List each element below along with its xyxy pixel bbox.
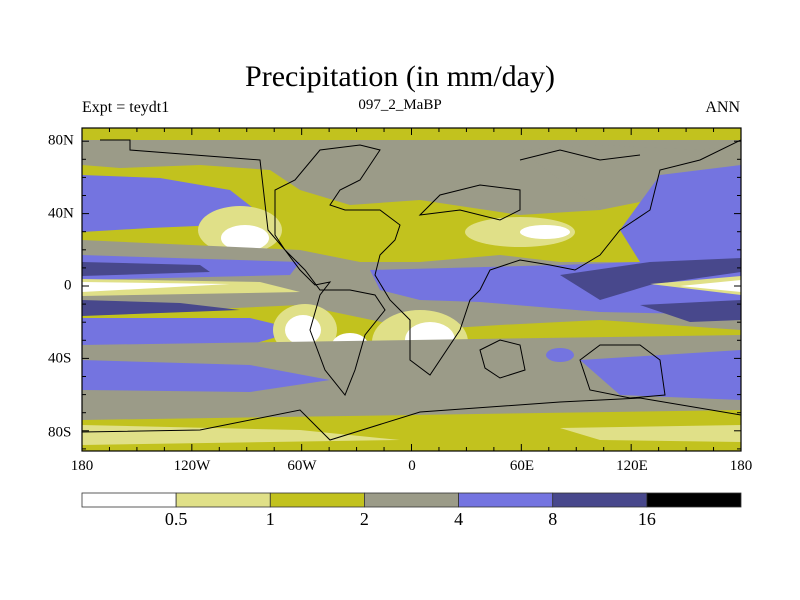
colorbar-label: 1	[265, 509, 275, 529]
contour-field	[82, 128, 741, 451]
y-tick-label: 80N	[48, 132, 74, 149]
colorbar-box	[364, 492, 459, 508]
x-tick-label: 120E	[616, 458, 648, 474]
case-label: 097_2_MaBP	[358, 97, 442, 113]
x-tick-label: 120W	[173, 458, 211, 474]
colorbar-label: 16	[637, 509, 656, 529]
colorbar-box	[552, 492, 648, 508]
x-tick-label: 180	[729, 458, 753, 474]
y-tick-label: 40S	[48, 350, 72, 367]
x-tick-label: 60E	[509, 458, 535, 474]
colorbar-box	[646, 492, 742, 508]
colorbar-box	[269, 492, 365, 508]
y-tick-label: 0	[64, 277, 72, 294]
colorbar-label: 8	[548, 509, 558, 529]
colorbar-box	[458, 492, 554, 508]
colorbar-box	[175, 492, 271, 508]
colorbar-label: 4	[454, 509, 464, 529]
x-tick-label: 0	[408, 458, 416, 474]
y-tick-label: 40N	[48, 205, 74, 222]
y-tick-label: 80S	[48, 424, 72, 441]
experiment-label: Expt = teydt1	[82, 99, 170, 116]
colorbar-box	[81, 492, 177, 508]
plot-title: Precipitation (in mm/day)	[245, 60, 555, 93]
colorbar-label: 2	[359, 509, 369, 529]
coastlines	[82, 139, 741, 441]
colorbar-label: 0.5	[164, 509, 188, 529]
x-tick-label: 180	[70, 458, 94, 474]
season-label: ANN	[705, 99, 740, 116]
colorbar	[81, 492, 742, 508]
axis-ticks	[81, 128, 742, 451]
x-tick-label: 60W	[287, 458, 317, 474]
